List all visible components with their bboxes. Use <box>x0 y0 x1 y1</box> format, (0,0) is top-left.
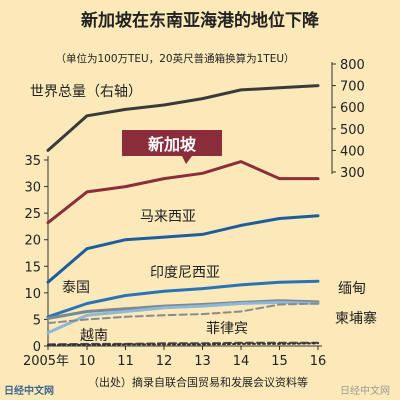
label-malaysia: 马来西亚 <box>140 209 196 225</box>
label-myanmar: 缅甸 <box>338 281 366 297</box>
left-tick-label: 0 <box>33 340 41 355</box>
series-line-singapore <box>46 160 320 225</box>
x-tick-label: 14 <box>233 354 250 369</box>
label-indonesia: 印度尼西亚 <box>150 265 220 281</box>
right-y-axis: 300 400 500 600 700 800 <box>331 58 365 181</box>
left-tick-label: 5 <box>33 313 41 328</box>
series-lines <box>46 84 320 346</box>
left-tick-label: 20 <box>24 234 41 249</box>
series-line-philippines <box>47 302 319 325</box>
series-line-malaysia <box>46 214 320 284</box>
left-tick-label: 30 <box>24 181 41 196</box>
right-tick-label: 400 <box>340 144 365 159</box>
left-tick-label: 15 <box>24 260 41 275</box>
watermark-left: 日经中文网 <box>4 384 54 397</box>
x-tick-label: 11 <box>117 354 134 369</box>
right-tick-label: 300 <box>340 166 365 181</box>
x-tick-label: 16 <box>310 354 327 369</box>
source-note: （出处）摘录自联合国贸易和发展会议资料等 <box>88 375 308 389</box>
x-tick-label: 12 <box>156 354 173 369</box>
left-tick-label: 25 <box>24 207 41 222</box>
x-tick-label: 10 <box>79 354 96 369</box>
left-y-axis: 0 5 10 15 20 25 30 35 <box>24 154 49 355</box>
series-line-world-total <box>46 84 320 152</box>
series-line-cambodia <box>47 342 319 346</box>
x-axis: 2005年 10 11 12 13 14 15 16 <box>23 345 327 369</box>
chart-title: 新加坡在东南亚海港的地位下降 <box>81 10 320 31</box>
x-tick-label: 2005年 <box>23 354 69 369</box>
label-world-total: 世界总量（右轴） <box>30 84 142 100</box>
label-singapore-pointer <box>182 156 192 164</box>
x-tick-label: 13 <box>194 354 211 369</box>
label-vietnam: 越南 <box>80 328 108 344</box>
left-tick-label: 10 <box>24 287 41 302</box>
label-singapore: 新加坡 <box>148 135 197 154</box>
label-singapore-bg <box>122 130 222 156</box>
label-cambodia: 柬埔寨 <box>335 310 377 327</box>
series-line-thailand <box>46 299 320 320</box>
right-tick-label: 500 <box>340 123 365 138</box>
series-line-vietnam <box>46 300 320 335</box>
label-thailand: 泰国 <box>62 280 90 296</box>
right-tick-label: 700 <box>340 80 365 95</box>
series-line-indonesia <box>46 279 320 319</box>
right-tick-label: 600 <box>340 101 365 116</box>
right-tick-label: 800 <box>340 58 365 73</box>
left-tick-label: 35 <box>24 154 41 169</box>
watermark-right: 日经中文网 <box>340 384 390 397</box>
x-tick-label: 15 <box>271 354 288 369</box>
label-philippines: 菲律宾 <box>206 321 248 337</box>
chart-subtitle: （单位为100万TEU，20英尺普通箱换算为1TEU） <box>55 52 294 65</box>
